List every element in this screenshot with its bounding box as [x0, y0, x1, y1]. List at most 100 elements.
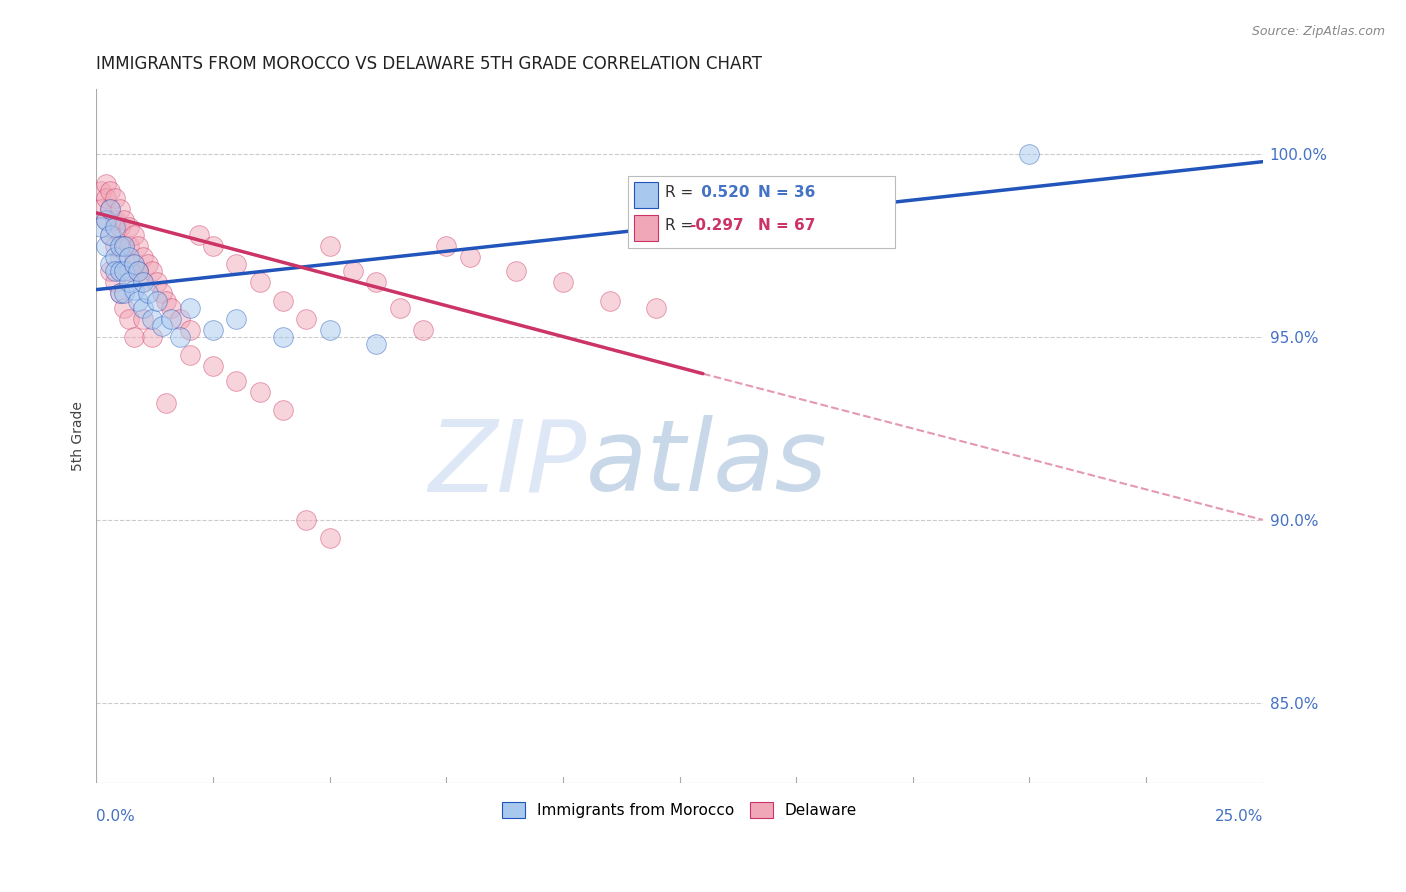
Point: [132, 250, 155, 264]
Point: [94, 213, 117, 227]
Point: [127, 264, 149, 278]
Point: [112, 239, 135, 253]
Point: [112, 301, 135, 315]
Point: [118, 239, 141, 253]
Point: [98, 227, 121, 242]
Point: [169, 311, 191, 326]
Point: [179, 323, 201, 337]
Point: [118, 275, 141, 289]
Point: [94, 191, 117, 205]
Point: [94, 213, 117, 227]
Y-axis label: 5th Grade: 5th Grade: [72, 401, 86, 471]
Point: [155, 293, 177, 308]
Text: 0.520: 0.520: [696, 186, 749, 201]
Point: [108, 220, 131, 235]
Point: [104, 220, 127, 235]
Point: [150, 286, 173, 301]
Point: [122, 257, 145, 271]
Point: [104, 275, 127, 289]
Point: [98, 202, 121, 217]
Point: [225, 374, 247, 388]
Point: [150, 319, 173, 334]
Point: [98, 264, 121, 278]
Point: [94, 177, 117, 191]
Point: [249, 384, 271, 399]
Point: [179, 301, 201, 315]
Point: [366, 275, 388, 289]
Text: 25.0%: 25.0%: [1215, 809, 1263, 823]
Point: [98, 184, 121, 198]
Point: [141, 330, 163, 344]
Point: [271, 293, 294, 308]
Point: [412, 323, 434, 337]
Point: [366, 337, 388, 351]
Point: [90, 220, 112, 235]
Point: [90, 184, 112, 198]
Point: [108, 250, 131, 264]
Point: [249, 275, 271, 289]
Point: [122, 283, 145, 297]
Point: [94, 239, 117, 253]
Text: R =: R =: [665, 218, 699, 233]
Point: [104, 213, 127, 227]
Point: [108, 264, 131, 278]
Point: [122, 227, 145, 242]
Text: -0.297: -0.297: [689, 218, 744, 233]
Point: [127, 239, 149, 253]
Point: [141, 311, 163, 326]
Point: [155, 396, 177, 410]
Point: [127, 264, 149, 278]
Point: [98, 257, 121, 271]
Text: IMMIGRANTS FROM MOROCCO VS DELAWARE 5TH GRADE CORRELATION CHART: IMMIGRANTS FROM MOROCCO VS DELAWARE 5TH …: [97, 55, 762, 73]
Text: N = 36: N = 36: [758, 186, 815, 201]
Point: [551, 275, 574, 289]
Point: [104, 250, 127, 264]
Point: [271, 330, 294, 344]
Point: [118, 311, 141, 326]
Point: [118, 250, 141, 264]
Point: [112, 286, 135, 301]
Point: [201, 323, 224, 337]
Point: [458, 250, 481, 264]
Point: [136, 286, 159, 301]
Point: [295, 311, 318, 326]
Point: [169, 330, 191, 344]
Point: [318, 531, 340, 545]
Point: [225, 311, 247, 326]
Point: [118, 264, 141, 278]
Point: [108, 286, 131, 301]
Point: [201, 359, 224, 374]
Point: [136, 257, 159, 271]
Point: [271, 403, 294, 417]
Text: atlas: atlas: [586, 415, 828, 512]
Point: [141, 264, 163, 278]
Point: [127, 264, 149, 278]
Text: Source: ZipAtlas.com: Source: ZipAtlas.com: [1251, 25, 1385, 38]
Point: [104, 239, 127, 253]
Point: [146, 293, 169, 308]
Point: [318, 323, 340, 337]
Point: [318, 239, 340, 253]
Point: [342, 264, 364, 278]
Point: [179, 348, 201, 362]
Text: 0.0%: 0.0%: [97, 809, 135, 823]
Point: [132, 311, 155, 326]
Point: [388, 301, 411, 315]
Point: [122, 257, 145, 271]
Point: [104, 191, 127, 205]
Point: [160, 311, 183, 326]
Point: [599, 293, 621, 308]
Point: [225, 257, 247, 271]
Text: R =: R =: [665, 186, 699, 201]
Point: [112, 239, 135, 253]
Point: [434, 239, 457, 253]
Point: [505, 264, 527, 278]
Point: [188, 227, 211, 242]
Point: [295, 513, 318, 527]
Point: [98, 227, 121, 242]
Point: [146, 275, 169, 289]
Point: [132, 275, 155, 289]
Point: [118, 220, 141, 235]
Point: [108, 286, 131, 301]
Text: N = 67: N = 67: [758, 218, 815, 233]
